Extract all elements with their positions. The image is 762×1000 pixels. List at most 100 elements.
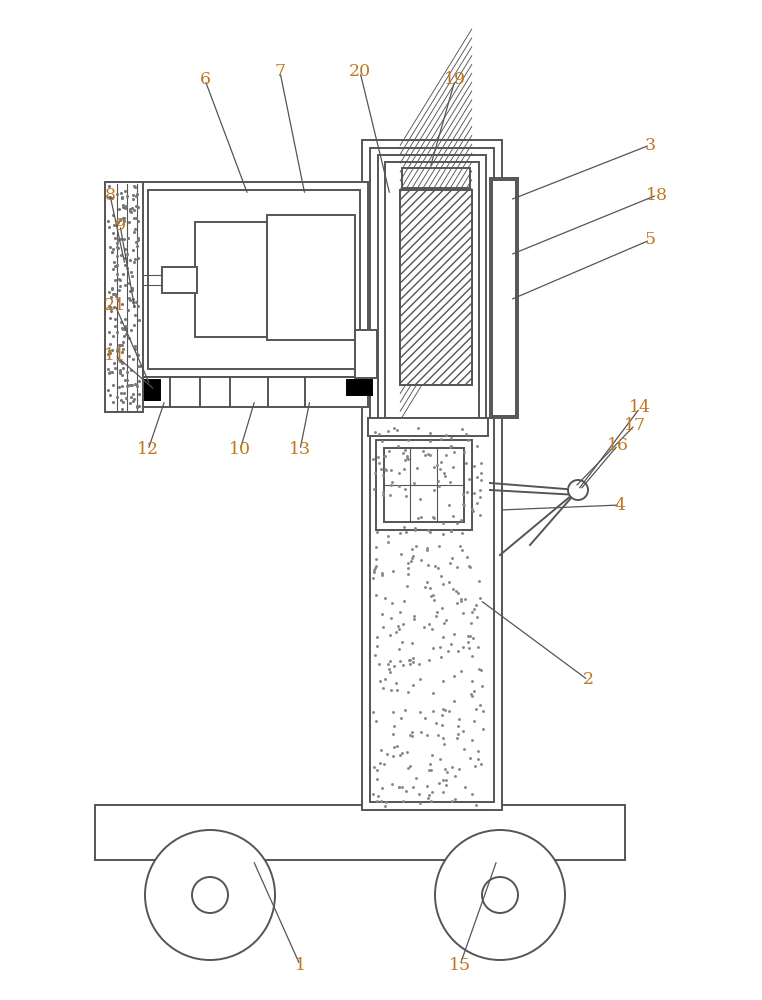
Point: [470, 701, 482, 717]
Point: [116, 190, 128, 206]
Point: [121, 372, 133, 388]
Point: [107, 286, 120, 302]
Point: [456, 639, 469, 655]
Point: [444, 522, 456, 538]
Point: [107, 241, 119, 257]
Point: [125, 362, 137, 378]
Point: [450, 583, 462, 599]
Point: [117, 296, 129, 312]
Point: [114, 278, 126, 294]
Point: [129, 338, 141, 354]
Point: [424, 524, 436, 540]
Point: [410, 770, 422, 786]
Point: [446, 793, 458, 809]
Point: [469, 758, 482, 774]
Point: [367, 481, 379, 497]
Point: [402, 450, 414, 466]
Point: [409, 538, 421, 554]
Point: [117, 360, 129, 376]
Point: [406, 550, 418, 566]
Point: [443, 555, 456, 571]
Point: [418, 619, 431, 635]
Point: [434, 751, 446, 767]
Point: [102, 361, 114, 377]
Point: [402, 432, 414, 448]
Bar: [267, 215, 355, 340]
Point: [430, 608, 442, 624]
Point: [391, 738, 403, 754]
Text: 14: 14: [629, 399, 651, 416]
Point: [393, 478, 405, 494]
Point: [386, 563, 399, 579]
Point: [371, 524, 383, 540]
Point: [116, 355, 128, 371]
Bar: [490, 178, 518, 418]
Point: [109, 311, 121, 327]
Point: [461, 549, 473, 565]
Point: [475, 465, 488, 481]
Point: [458, 497, 470, 513]
Point: [120, 198, 132, 214]
Point: [441, 764, 453, 780]
Point: [117, 197, 130, 213]
Point: [376, 606, 388, 622]
Point: [427, 482, 440, 498]
Point: [423, 762, 435, 778]
Point: [437, 701, 450, 717]
Point: [419, 710, 431, 726]
Point: [379, 798, 391, 814]
Point: [424, 756, 437, 772]
Point: [472, 743, 485, 759]
Point: [113, 379, 125, 395]
Point: [427, 509, 439, 525]
Point: [474, 507, 486, 523]
Point: [399, 452, 411, 468]
Point: [471, 438, 483, 454]
Point: [377, 484, 389, 500]
Point: [388, 658, 400, 674]
Bar: [378, 155, 486, 425]
Text: 18: 18: [646, 186, 668, 204]
Point: [446, 759, 458, 775]
Text: 15: 15: [449, 956, 471, 974]
Point: [118, 328, 130, 344]
Point: [126, 242, 139, 258]
Bar: [492, 180, 516, 416]
Point: [123, 275, 135, 291]
Point: [459, 591, 472, 607]
Point: [117, 334, 129, 350]
Circle shape: [192, 877, 228, 913]
Point: [431, 457, 443, 473]
Point: [132, 347, 144, 363]
Point: [397, 616, 409, 632]
Bar: [140, 380, 160, 400]
Text: 13: 13: [289, 442, 311, 458]
Point: [119, 321, 131, 337]
Point: [463, 559, 475, 575]
Point: [406, 724, 418, 740]
Point: [456, 486, 469, 502]
Point: [103, 219, 115, 235]
Point: [126, 377, 139, 393]
Point: [378, 756, 390, 772]
Point: [104, 387, 117, 403]
Point: [408, 611, 420, 627]
Point: [127, 351, 139, 367]
Point: [117, 199, 129, 215]
Point: [131, 399, 143, 415]
Point: [368, 562, 380, 578]
Point: [376, 780, 389, 796]
Point: [455, 591, 467, 607]
Point: [109, 286, 121, 302]
Point: [402, 566, 415, 582]
Point: [464, 628, 476, 644]
Point: [463, 640, 475, 656]
Point: [392, 618, 404, 634]
Point: [432, 473, 444, 489]
Point: [122, 302, 134, 318]
Bar: [362, 140, 502, 810]
Point: [461, 484, 473, 500]
Point: [466, 648, 479, 664]
Point: [372, 449, 384, 465]
Point: [106, 364, 118, 380]
